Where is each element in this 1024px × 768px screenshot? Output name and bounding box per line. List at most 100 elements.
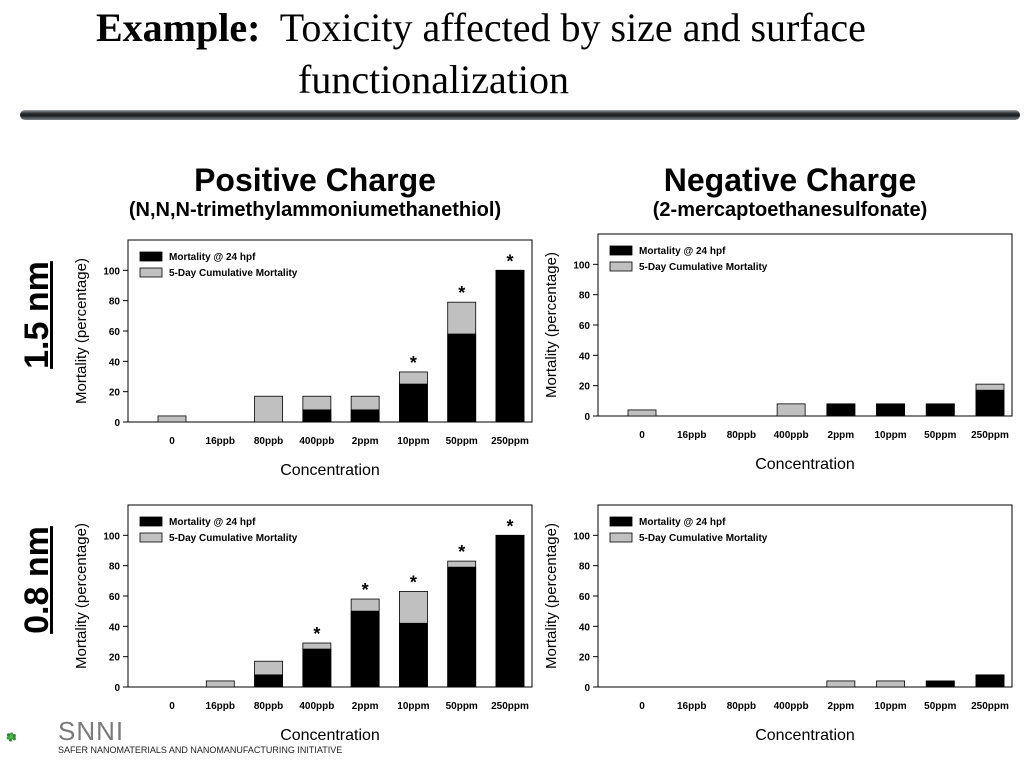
negative-header: Negative Charge (2-mercaptoethanesulfona… <box>560 162 1020 222</box>
bar-24hpf <box>826 403 856 417</box>
y-tick-label: 60 <box>109 327 121 338</box>
y-tick-label: 0 <box>114 683 120 694</box>
bar-24hpf <box>399 622 428 688</box>
x-tick-label: 10ppm <box>874 430 906 441</box>
significance-marker: * <box>410 572 417 592</box>
bar-24hpf <box>302 648 332 688</box>
legend-swatch-cumulative <box>609 261 633 272</box>
y-tick-label: 40 <box>109 357 121 368</box>
negative-title: Negative Charge <box>663 162 917 198</box>
legend-swatch-cumulative <box>139 267 163 278</box>
x-tick-label: 0 <box>169 436 175 447</box>
legend-swatch-24hpf <box>609 245 633 256</box>
y-tick-label: 80 <box>109 562 121 573</box>
bar-cumulative <box>876 680 905 688</box>
bar-24hpf <box>350 409 380 423</box>
y-tick-label: 0 <box>584 683 590 694</box>
legend-label-cumulative: 5-Day Cumulative Mortality <box>639 262 768 273</box>
y-axis-label: Mortality (percentage) <box>543 523 560 669</box>
legend-label-cumulative: 5-Day Cumulative Mortality <box>169 268 298 279</box>
y-tick-label: 80 <box>579 291 591 302</box>
x-tick-label: 250ppm <box>971 430 1009 441</box>
significance-marker: * <box>506 516 513 536</box>
x-tick-label: 250ppm <box>971 701 1009 712</box>
bar-24hpf <box>495 534 525 688</box>
y-axis-label: Mortality (percentage) <box>543 252 560 398</box>
y-tick-label: 100 <box>573 260 590 271</box>
legend-swatch-24hpf <box>139 516 163 527</box>
snni-logo-icon <box>6 732 16 742</box>
bar-24hpf <box>876 403 905 417</box>
x-tick-label: 50ppm <box>924 430 956 441</box>
y-tick-label: 0 <box>584 412 590 423</box>
x-tick-label: 10ppm <box>397 701 429 712</box>
bar-24hpf <box>447 333 477 423</box>
bar-cumulative <box>157 415 187 423</box>
x-tick-label: 80ppb <box>727 430 756 441</box>
chart-positive-0-8nm: 0 20 40 60 80 100 Mortality (percentage) Concen… <box>73 504 533 744</box>
positive-subtitle: (N,N,N-trimethylammoniumethanethiol) <box>128 199 502 221</box>
legend-label-24hpf: Mortality @ 24 hpf <box>169 252 256 263</box>
bar-24hpf <box>925 680 955 688</box>
legend-swatch-cumulative <box>139 532 163 543</box>
bar-cumulative <box>254 395 283 423</box>
legend-swatch-cumulative <box>609 532 633 543</box>
legend-swatch-24hpf <box>609 516 633 527</box>
bar-24hpf <box>447 566 477 688</box>
x-axis-label: Concentration <box>755 727 855 744</box>
bar-24hpf <box>254 674 283 688</box>
bar-cumulative <box>776 403 806 417</box>
x-tick-label: 50ppm <box>924 701 956 712</box>
legend-label-24hpf: Mortality @ 24 hpf <box>639 246 726 257</box>
bar-cumulative <box>826 680 856 688</box>
y-tick-label: 100 <box>103 266 120 277</box>
y-tick-label: 60 <box>109 592 121 603</box>
significance-marker: * <box>458 542 465 562</box>
legend-label-cumulative: 5-Day Cumulative Mortality <box>639 533 768 544</box>
chart-negative-1-5nm: 0 20 40 60 80 100 Mortality (percentage) Concen… <box>543 233 1013 473</box>
x-tick-label: 80ppb <box>254 701 283 712</box>
chart-positive-1-5nm: 0 20 40 60 80 100 Mortality (percentage) Concen… <box>73 239 533 479</box>
x-tick-label: 2ppm <box>352 436 379 447</box>
bar-24hpf <box>302 409 332 423</box>
positive-header: Positive Charge (N,N,N-trimethylammonium… <box>70 162 560 222</box>
row-label-top: 1.5 nm <box>18 261 56 369</box>
x-axis-label: Concentration <box>280 727 380 744</box>
x-tick-label: 16ppb <box>206 701 235 712</box>
y-axis-label: Mortality (percentage) <box>73 523 90 669</box>
title-lead: Example: <box>96 5 261 50</box>
y-tick-label: 20 <box>109 653 121 664</box>
significance-marker: * <box>506 251 513 271</box>
x-tick-label: 250ppm <box>491 436 529 447</box>
x-tick-label: 16ppb <box>677 701 706 712</box>
logo-name: SNNI <box>58 716 125 746</box>
y-tick-label: 60 <box>579 321 591 332</box>
significance-marker: * <box>313 624 320 644</box>
legend-label-24hpf: Mortality @ 24 hpf <box>169 517 256 528</box>
x-tick-label: 0 <box>639 430 645 441</box>
x-tick-label: 10ppm <box>874 701 906 712</box>
y-tick-label: 0 <box>114 418 120 429</box>
legend-swatch-24hpf <box>139 251 163 262</box>
x-tick-label: 16ppb <box>677 430 706 441</box>
x-tick-label: 400ppb <box>299 436 334 447</box>
x-tick-label: 250ppm <box>491 701 529 712</box>
bar-24hpf <box>975 674 1005 688</box>
y-tick-label: 20 <box>579 653 591 664</box>
x-tick-label: 2ppm <box>828 430 855 441</box>
x-tick-label: 2ppm <box>352 701 379 712</box>
x-tick-label: 50ppm <box>446 701 478 712</box>
y-tick-label: 40 <box>109 622 121 633</box>
bar-24hpf <box>495 269 525 423</box>
title-line-2: functionalization <box>298 57 570 102</box>
x-tick-label: 16ppb <box>206 436 235 447</box>
bar-24hpf <box>350 610 380 688</box>
x-tick-label: 400ppb <box>299 701 334 712</box>
x-axis-label: Concentration <box>755 456 855 473</box>
y-tick-label: 80 <box>579 562 591 573</box>
y-tick-label: 20 <box>579 382 591 393</box>
x-tick-label: 0 <box>169 701 175 712</box>
y-tick-label: 20 <box>109 388 121 399</box>
y-axis-label: Mortality (percentage) <box>73 258 90 404</box>
legend-label-24hpf: Mortality @ 24 hpf <box>639 517 726 528</box>
